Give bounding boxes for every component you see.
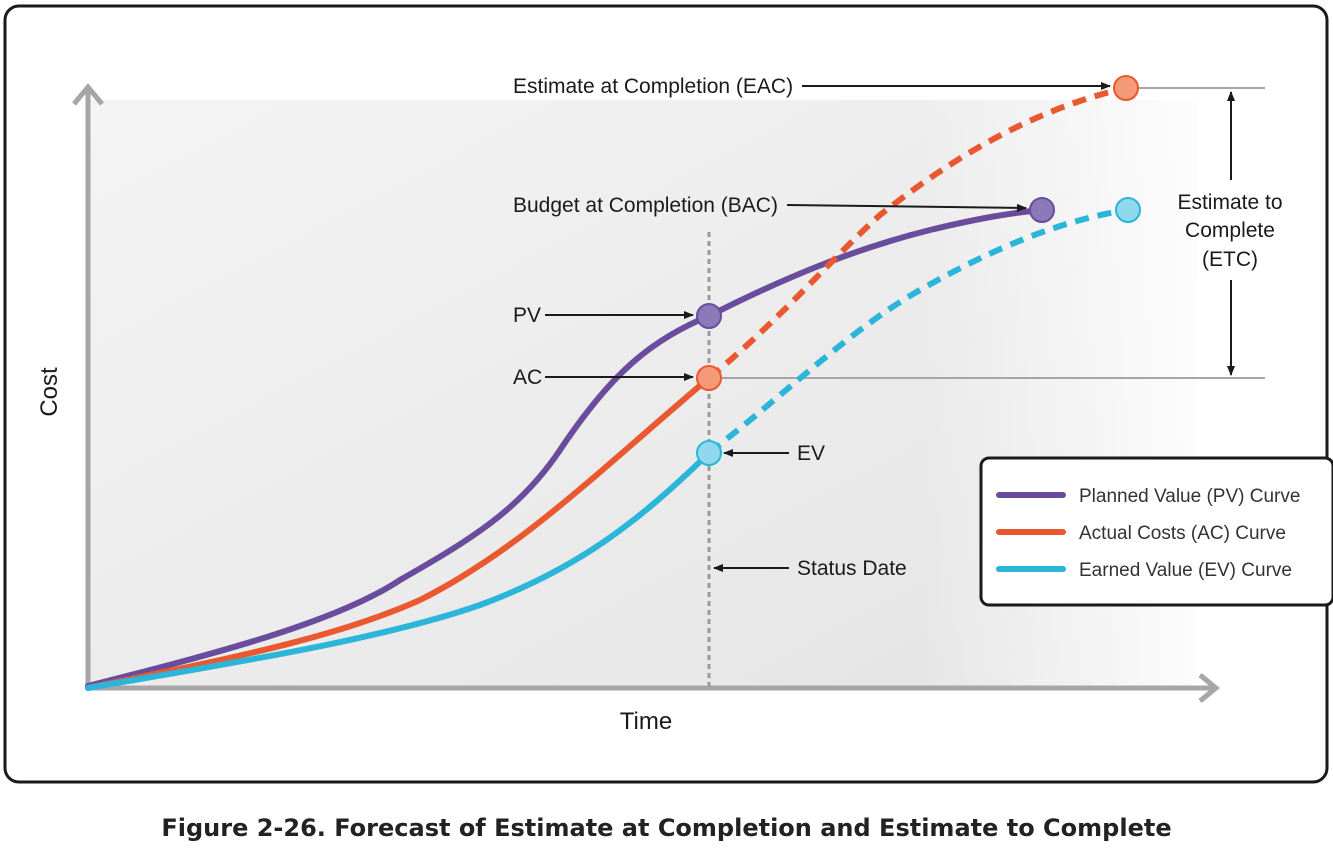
ev-curve bbox=[85, 450, 712, 691]
legend-label-ev: Earned Value (EV) Curve bbox=[1079, 560, 1292, 581]
etc-label-line1: Estimate to bbox=[1177, 191, 1282, 214]
legend-label-ac: Actual Costs (AC) Curve bbox=[1079, 523, 1286, 544]
y-axis-label: Cost bbox=[36, 367, 63, 417]
ac-forecast-curve bbox=[707, 85, 1127, 381]
figure-caption: Figure 2-26. Forecast of Estimate at Com… bbox=[161, 814, 1172, 842]
pv-curve bbox=[85, 207, 1045, 689]
eac-marker bbox=[1113, 75, 1139, 101]
etc-label-line3: (ETC) bbox=[1202, 248, 1258, 271]
x-axis-label: Time bbox=[620, 708, 672, 735]
ac-marker bbox=[696, 365, 722, 391]
y-axis-arrowhead bbox=[72, 83, 104, 106]
bac-marker bbox=[1029, 197, 1055, 223]
legend: Planned Value (PV) Curve Actual Costs (A… bbox=[979, 456, 1333, 607]
status-date-label: Status Date bbox=[797, 557, 907, 580]
ev-marker bbox=[696, 440, 722, 466]
axes bbox=[72, 83, 1220, 703]
ac-curve bbox=[85, 375, 712, 691]
x-axis-arrowhead bbox=[1198, 673, 1220, 703]
ev-forecast-marker bbox=[1115, 197, 1141, 223]
bac-arrow bbox=[786, 203, 1027, 212]
pv-marker bbox=[696, 303, 722, 329]
ev-forecast-curve bbox=[707, 207, 1129, 456]
ev-label: EV bbox=[797, 442, 825, 465]
eac-label: Estimate at Completion (EAC) bbox=[513, 75, 793, 98]
etc-label-line2: Complete bbox=[1185, 219, 1275, 242]
ac-label: AC bbox=[513, 366, 542, 389]
bac-label: Budget at Completion (BAC) bbox=[513, 194, 778, 217]
legend-label-pv: Planned Value (PV) Curve bbox=[1079, 486, 1300, 507]
legend-box bbox=[979, 456, 1333, 607]
pv-label: PV bbox=[513, 304, 541, 327]
